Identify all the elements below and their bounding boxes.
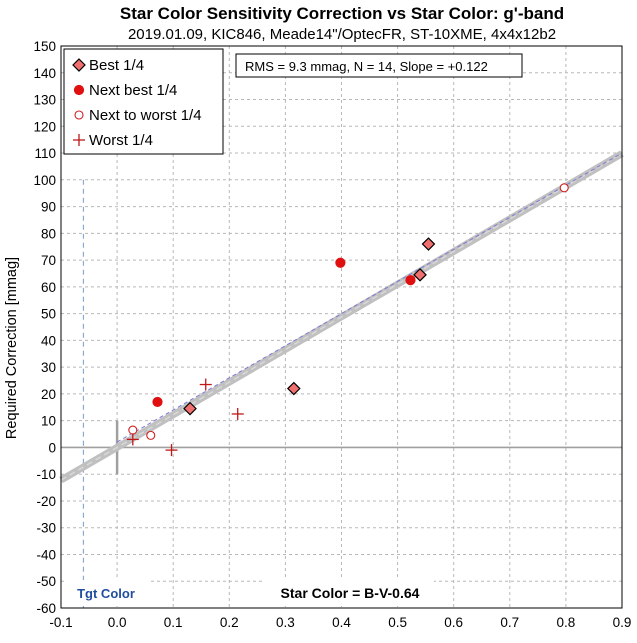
x-tick-label: 0.0 (108, 615, 127, 630)
y-tick-label: -30 (36, 521, 56, 536)
y-tick-label: 140 (33, 66, 56, 81)
data-point-diamond (413, 267, 427, 282)
chart-title: Star Color Sensitivity Correction vs Sta… (120, 4, 564, 23)
y-tick-label: 20 (41, 387, 56, 402)
data-point-circle-filled (335, 257, 346, 268)
y-axis-label: Required Correction [mmag] (4, 257, 20, 439)
stats-box: RMS = 9.3 mmag, N = 14, Slope = +0.122 (235, 53, 523, 78)
y-tick-label: -10 (36, 467, 56, 482)
x-tick-label: 0.9 (613, 615, 632, 630)
axes (60, 45, 623, 609)
x-tick-label: 0.2 (220, 615, 239, 630)
y-tick-label: -60 (36, 601, 56, 616)
y-tick-label: 60 (41, 280, 56, 295)
legend-box (63, 48, 224, 155)
stats-box-border (235, 53, 523, 78)
data-point-diamond (183, 401, 197, 416)
y-tick-label: -20 (36, 494, 56, 509)
data-point-circle-open (559, 183, 569, 193)
x-tick-label: 0.4 (332, 615, 351, 630)
data-point-plus (165, 444, 178, 457)
x-tick-label: 0.6 (444, 615, 463, 630)
x-tick-label: 0.7 (500, 615, 519, 630)
x-axis-label-box: Star Color = B-V-0.64 (262, 580, 434, 606)
legend-marker-diamond (72, 58, 86, 72)
y-tick-label: 150 (33, 39, 56, 54)
fit-line-center (60, 152, 623, 481)
x-axis-label: Star Color = B-V-0.64 (281, 585, 420, 601)
tick-labels: -0.1 0.0 0.1 0.2 0.3 0.4 0.5 0.6 0.7 0.8 0.9 -60 -50… (33, 39, 631, 630)
data-points (126, 183, 569, 457)
data-point-diamond (421, 237, 436, 251)
data-point-plus (231, 407, 244, 420)
y-tick-label: 100 (33, 173, 56, 188)
legend-items: Best 1/4 Next best 1/4 Next to worst 1/4 Wo… (72, 57, 202, 149)
data-point-circle-open (128, 425, 138, 435)
y-tick-label: 110 (34, 146, 56, 161)
y-tick-label: -40 (36, 547, 56, 562)
x-tick-label: 0.3 (276, 615, 295, 630)
plot-area-border (60, 45, 623, 609)
legend: Best 1/4 Next best 1/4 Next to worst 1/4 Wo… (63, 48, 224, 155)
legend-marker-plus (73, 134, 85, 146)
legend-marker-circle-filled (73, 84, 85, 96)
legend-label: Worst 1/4 (89, 132, 153, 149)
legend-label: Next best 1/4 (89, 82, 177, 99)
y-tick-label: 40 (41, 333, 56, 348)
y-tick-label: 30 (41, 360, 56, 375)
y-tick-label: 50 (41, 307, 56, 322)
data-point-circle-open (146, 430, 156, 440)
data-point-diamond (286, 381, 301, 396)
fit-lines (59, 150, 624, 484)
y-tick-label: 10 (41, 414, 56, 429)
grid-lines (61, 46, 622, 608)
x-tick-label: 0.1 (164, 615, 183, 630)
target-label-box: Tgt Color (64, 580, 150, 606)
target-color-label: Tgt Color (77, 586, 135, 601)
data-point-circle-filled (405, 275, 416, 286)
stats-text: RMS = 9.3 mmag, N = 14, Slope = +0.122 (245, 59, 488, 74)
dashed-trend-line (116, 152, 623, 443)
y-tick-label: 130 (33, 93, 56, 108)
x-tick-label: -0.1 (49, 615, 72, 630)
x-axis-label-background (262, 580, 434, 606)
data-point-circle-filled (152, 396, 163, 408)
target-label-background (64, 580, 150, 606)
x-tick-label: 0.5 (388, 615, 407, 630)
legend-label: Next to worst 1/4 (89, 107, 202, 124)
x-tick-label: 0.8 (557, 615, 576, 630)
y-tick-label: 80 (41, 226, 56, 241)
y-tick-label: -50 (36, 574, 56, 589)
data-point-plus (126, 433, 139, 446)
legend-marker-circle-open (74, 110, 84, 120)
y-tick-label: 90 (41, 200, 56, 215)
y-tick-label: 70 (41, 253, 56, 268)
chart-subtitle: 2019.01.09, KIC846, Meade14"/OptecFR, ST… (128, 26, 556, 43)
y-tick-label: 120 (33, 119, 56, 134)
y-tick-label: 0 (48, 440, 56, 455)
legend-label: Best 1/4 (89, 57, 144, 74)
data-point-plus (199, 378, 212, 391)
